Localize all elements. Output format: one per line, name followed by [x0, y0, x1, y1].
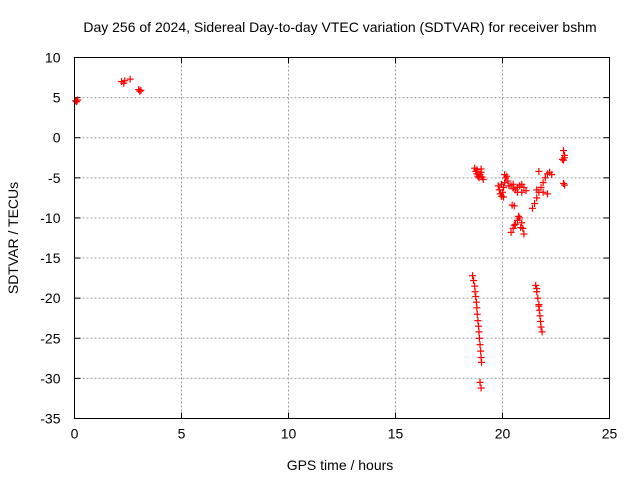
data-point-marker [507, 228, 515, 236]
axis-ticks: 0 5 10 15 20 25 10 5 0 -5 -10 -15 -20 -25 -30 -35 [40, 50, 617, 442]
data-point-marker [536, 312, 544, 320]
x-tick-label: 25 [602, 426, 618, 442]
data-point-marker [533, 194, 541, 202]
data-point-marker [500, 193, 508, 201]
data-point-marker [501, 171, 509, 179]
data-point-marker [538, 328, 546, 336]
data-point-marker [504, 177, 512, 185]
data-point-marker [531, 200, 539, 208]
data-point-marker [497, 180, 505, 188]
chart-title: Day 256 of 2024, Sidereal Day-to-day VTE… [83, 19, 596, 35]
data-point-marker [74, 96, 82, 104]
data-point-marker [469, 272, 477, 280]
data-point-marker [520, 230, 528, 238]
data-point-marker [475, 334, 483, 342]
y-tick-label: -35 [40, 411, 60, 427]
y-tick-label: -15 [40, 250, 60, 266]
y-tick-label: -5 [48, 170, 61, 186]
data-point-marker [475, 174, 483, 182]
data-point-marker [477, 165, 485, 173]
grid [74, 57, 610, 419]
x-tick-label: 5 [178, 426, 186, 442]
data-point-marker [528, 204, 536, 212]
data-point-marker [499, 188, 506, 196]
data-point-marker [541, 174, 549, 182]
data-point-marker [516, 214, 524, 222]
data-point-marker [561, 181, 569, 189]
data-point-marker [136, 87, 144, 95]
data-point-marker [470, 277, 478, 285]
data-point-marker [517, 224, 525, 232]
data-point-marker [476, 378, 484, 386]
data-point-marker [476, 341, 484, 349]
y-tick-label: 0 [53, 130, 61, 146]
data-point-marker [473, 304, 481, 312]
y-tick-label: 10 [45, 50, 61, 66]
data-point-marker [473, 166, 481, 174]
data-point-marker [509, 180, 517, 188]
data-point-marker [509, 224, 517, 232]
data-point-marker [501, 179, 509, 187]
y-tick-label: -10 [40, 210, 60, 226]
data-point-marker [494, 182, 502, 190]
data-point-marker [539, 188, 547, 196]
data-point-marker [515, 212, 523, 220]
data-point-marker [535, 167, 543, 175]
y-axis-title: SDTVAR / TECUs [5, 182, 21, 294]
data-point-marker [477, 347, 485, 355]
plot-frame [74, 57, 610, 419]
y-tick-label: -20 [40, 290, 60, 306]
x-tick-label: 20 [495, 426, 511, 442]
data-point-marker [522, 187, 530, 195]
data-point-marker [511, 220, 519, 228]
data-point-marker [477, 384, 485, 392]
data-point-marker [548, 171, 556, 179]
data-point-marker [475, 328, 483, 336]
data-point-marker [539, 179, 547, 187]
data-point-marker [137, 86, 145, 94]
y-tick-label: -25 [40, 330, 60, 346]
data-point-marker [533, 186, 541, 194]
y-tick-label: -30 [40, 370, 60, 386]
data-point-marker [518, 188, 526, 196]
data-point-marker [478, 358, 486, 366]
data-point-marker [126, 75, 134, 83]
data-point-marker [543, 190, 551, 198]
data-point-marker [559, 179, 567, 187]
data-point-marker [510, 202, 518, 210]
data-point-marker [535, 302, 543, 310]
data-point-marker [559, 147, 567, 155]
data-point-marker [518, 219, 526, 227]
y-tick-label: 5 [53, 90, 61, 106]
x-axis-title: GPS time / hours [287, 457, 394, 473]
data-points [72, 75, 569, 392]
data-point-marker [558, 155, 566, 163]
data-point-marker [510, 221, 518, 229]
data-point-marker [537, 323, 545, 331]
data-point-marker [472, 293, 480, 301]
x-tick-label: 0 [71, 426, 79, 442]
x-tick-label: 15 [388, 426, 404, 442]
data-point-marker [537, 183, 545, 191]
data-point-marker [121, 77, 129, 85]
data-point-marker [532, 281, 540, 289]
data-point-marker [533, 285, 541, 293]
data-point-marker [473, 310, 481, 318]
data-point-marker [534, 294, 542, 302]
data-point-marker [474, 317, 482, 325]
x-tick-label: 10 [281, 426, 297, 442]
data-point-marker [479, 175, 487, 183]
data-point-marker [471, 288, 479, 296]
